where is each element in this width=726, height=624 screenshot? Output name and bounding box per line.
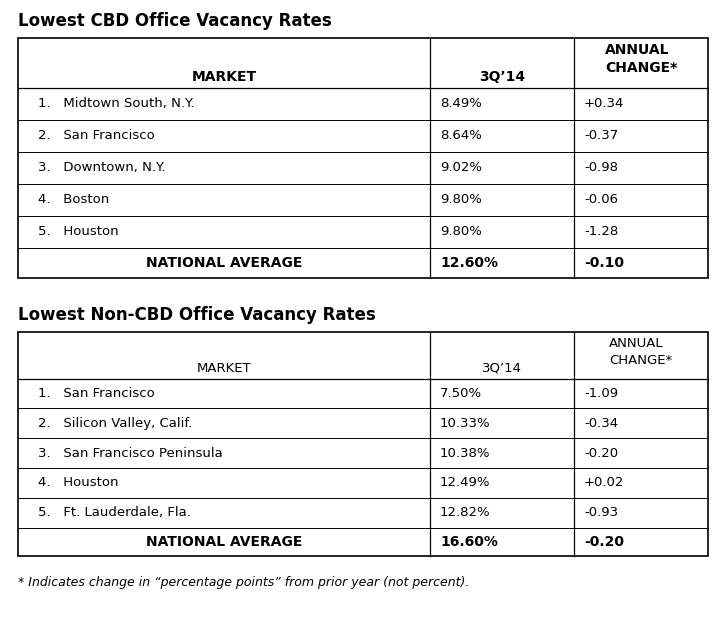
Text: -0.10: -0.10 xyxy=(584,255,624,270)
Text: -0.20: -0.20 xyxy=(584,535,624,548)
Text: 12.82%: 12.82% xyxy=(440,506,491,519)
Text: 10.33%: 10.33% xyxy=(440,417,491,430)
Text: 9.80%: 9.80% xyxy=(440,193,482,206)
Text: 9.02%: 9.02% xyxy=(440,161,482,174)
Text: 8.49%: 8.49% xyxy=(440,97,482,110)
Text: 4.   Boston: 4. Boston xyxy=(38,193,109,206)
Text: 7.50%: 7.50% xyxy=(440,387,482,400)
Text: 5.   Houston: 5. Houston xyxy=(38,225,118,238)
Text: +0.34: +0.34 xyxy=(584,97,624,110)
Text: 4.   Houston: 4. Houston xyxy=(38,476,118,489)
Text: * Indicates change in “percentage points” from prior year (not percent).: * Indicates change in “percentage points… xyxy=(18,576,470,589)
Text: 1.   Midtown South, N.Y.: 1. Midtown South, N.Y. xyxy=(38,97,195,110)
Text: -0.37: -0.37 xyxy=(584,129,619,142)
Text: MARKET: MARKET xyxy=(197,361,251,374)
Text: -0.93: -0.93 xyxy=(584,506,618,519)
Text: NATIONAL AVERAGE: NATIONAL AVERAGE xyxy=(146,535,302,548)
Text: 10.38%: 10.38% xyxy=(440,447,491,459)
Bar xyxy=(18,332,708,556)
Text: -1.09: -1.09 xyxy=(584,387,618,400)
Text: -1.28: -1.28 xyxy=(584,225,619,238)
Text: -0.98: -0.98 xyxy=(584,161,618,174)
Text: 3.   San Francisco Peninsula: 3. San Francisco Peninsula xyxy=(38,447,223,459)
Text: 1.   San Francisco: 1. San Francisco xyxy=(38,387,155,400)
Text: 2.   San Francisco: 2. San Francisco xyxy=(38,129,155,142)
Text: 12.60%: 12.60% xyxy=(440,255,498,270)
Text: ANNUAL
CHANGE*: ANNUAL CHANGE* xyxy=(605,43,677,76)
Text: ANNUAL
CHANGE*: ANNUAL CHANGE* xyxy=(609,337,672,367)
Text: 2.   Silicon Valley, Calif.: 2. Silicon Valley, Calif. xyxy=(38,417,192,430)
Text: 3Q’14: 3Q’14 xyxy=(482,361,522,374)
Text: 3Q’14: 3Q’14 xyxy=(479,70,525,84)
Text: -0.06: -0.06 xyxy=(584,193,618,206)
Text: Lowest Non-CBD Office Vacancy Rates: Lowest Non-CBD Office Vacancy Rates xyxy=(18,306,376,324)
Text: 8.64%: 8.64% xyxy=(440,129,482,142)
Text: 9.80%: 9.80% xyxy=(440,225,482,238)
Text: +0.02: +0.02 xyxy=(584,476,624,489)
Text: 3.   Downtown, N.Y.: 3. Downtown, N.Y. xyxy=(38,161,166,174)
Text: NATIONAL AVERAGE: NATIONAL AVERAGE xyxy=(146,255,302,270)
Text: -0.20: -0.20 xyxy=(584,447,618,459)
Text: MARKET: MARKET xyxy=(192,70,256,84)
Text: Lowest CBD Office Vacancy Rates: Lowest CBD Office Vacancy Rates xyxy=(18,12,332,30)
Text: -0.34: -0.34 xyxy=(584,417,618,430)
Text: 12.49%: 12.49% xyxy=(440,476,491,489)
Text: 16.60%: 16.60% xyxy=(440,535,498,548)
Text: 5.   Ft. Lauderdale, Fla.: 5. Ft. Lauderdale, Fla. xyxy=(38,506,191,519)
Bar xyxy=(18,38,708,278)
